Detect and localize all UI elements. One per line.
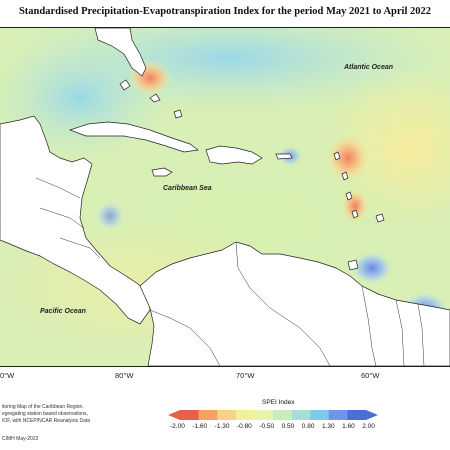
legend-arrow-high xyxy=(366,410,378,420)
map-title: Standardised Precipitation-Evapotranspir… xyxy=(18,6,432,17)
central-america-landmass xyxy=(0,115,151,325)
florida-landmass xyxy=(94,28,147,77)
legend-title: SPEI Index xyxy=(262,399,295,406)
trinidad-island xyxy=(347,259,359,271)
lesser-antilles-island xyxy=(351,209,359,219)
legend-tick-label: 2.00 xyxy=(362,423,375,430)
puerto-rico-island xyxy=(275,153,293,160)
legend-tick-label: -0.50 xyxy=(259,423,275,430)
jamaica-island xyxy=(151,167,173,177)
south-america-landmass xyxy=(139,241,450,366)
spei-wet-spot-orinoco xyxy=(352,252,392,284)
legend-ticks: -2.00 -1.60 -1.30 -0.80 -0.50 0.50 0.80 … xyxy=(170,423,375,430)
legend-swatch xyxy=(217,410,237,420)
legend-tick-label: -0.80 xyxy=(236,423,252,430)
lesser-antilles-island xyxy=(341,171,349,181)
longitude-label: 60°W xyxy=(361,371,380,380)
spei-dry-spot-antilles xyxy=(326,134,370,182)
bahamas-island xyxy=(173,109,183,119)
legend-swatch xyxy=(180,410,199,420)
atlantic-ocean-label: Atlantic Ocean xyxy=(344,64,394,71)
longitude-label: 80°W xyxy=(115,371,134,380)
credit-line: IOF, with NCEP/NCAR Reanalysis Data xyxy=(2,418,91,424)
land-layer xyxy=(0,28,450,366)
legend-colorbar xyxy=(168,410,378,420)
lesser-antilles-island xyxy=(345,191,353,201)
legend-tick-label: 1.60 xyxy=(342,423,355,430)
legend-swatch xyxy=(254,410,274,420)
longitude-label: 70°W xyxy=(236,371,255,380)
legend-tick-label: 1.30 xyxy=(321,423,335,430)
longitude-label: 0°W xyxy=(0,371,15,380)
legend-tick-label: 0.50 xyxy=(281,423,295,430)
spei-dry-spot-windward xyxy=(341,188,369,224)
bahamas-island xyxy=(149,93,161,103)
legend-tick-label: -1.60 xyxy=(192,423,208,430)
country-borders xyxy=(35,177,425,366)
cuba-island xyxy=(68,121,199,153)
legend-swatch xyxy=(328,410,348,420)
spei-wet-spot-west-caribbean xyxy=(96,202,124,230)
legend-arrow-low xyxy=(168,410,180,420)
legend-tick-label: -1.30 xyxy=(214,423,230,430)
legend-tick-label: 0.80 xyxy=(301,423,315,430)
caribbean-sea-label: Caribbean Sea xyxy=(163,185,212,192)
legend-swatch xyxy=(235,410,255,420)
credit-line: CIMH May-2022 xyxy=(2,436,39,442)
spei-map: Atlantic Ocean Caribbean Sea Pacific Oce… xyxy=(0,27,450,367)
credit-line: egregating station based observations, xyxy=(2,411,88,417)
legend-swatch xyxy=(273,410,292,420)
hispaniola-island xyxy=(205,145,263,165)
credit-line: itoring Map of the Caribbean Region. xyxy=(2,404,84,410)
legend-swatch xyxy=(291,410,311,420)
legend-swatch xyxy=(310,410,330,420)
legend-swatch xyxy=(347,410,367,420)
legend-tick-label: -2.00 xyxy=(170,423,185,430)
lesser-antilles-island xyxy=(333,151,341,161)
pacific-ocean-label: Pacific Ocean xyxy=(40,308,86,315)
legend-swatch xyxy=(198,410,218,420)
bahamas-island xyxy=(119,79,131,91)
barbados-island xyxy=(375,213,385,223)
